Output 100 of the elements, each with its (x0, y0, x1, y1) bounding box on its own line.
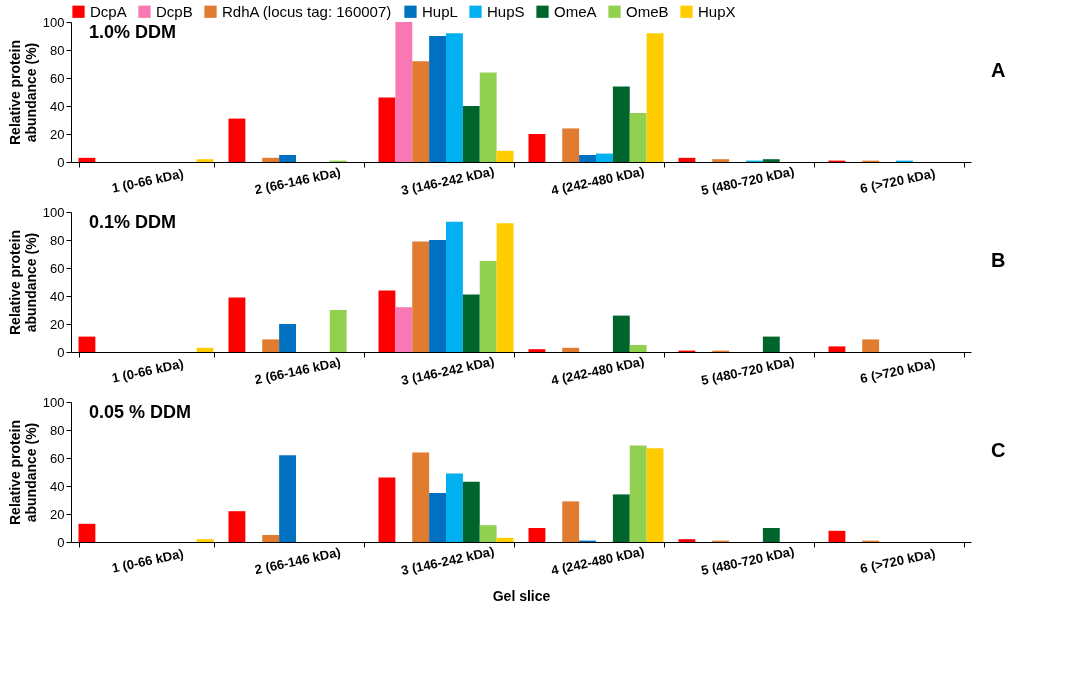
x-tick-label: 3 (146-242 kDa) (399, 163, 496, 199)
bar (496, 150, 514, 162)
bar (762, 336, 780, 352)
bar (412, 452, 430, 542)
bar (462, 294, 480, 352)
bar (762, 528, 780, 542)
bar (329, 310, 347, 352)
bar (378, 97, 396, 162)
bar (496, 223, 514, 352)
bar (479, 261, 497, 352)
bar (678, 539, 696, 542)
bar (78, 336, 96, 352)
x-tick-label: 3 (146-242 kDa) (399, 353, 496, 389)
bar (446, 473, 463, 542)
y-axis-title: Relative protein abundance (%) (6, 229, 39, 336)
bar (562, 501, 580, 542)
bar (196, 539, 214, 542)
bar (378, 477, 396, 542)
y-tick-label: 0 (57, 534, 65, 550)
y-tick-label: 0 (57, 344, 65, 360)
chart-title: 1.0% DDM (89, 22, 177, 42)
bar (596, 153, 613, 162)
bar (196, 347, 214, 352)
bar (479, 72, 497, 162)
bar (462, 106, 480, 162)
bar (228, 297, 246, 352)
bar (629, 445, 647, 542)
bar (279, 324, 296, 352)
bar (678, 157, 696, 162)
bar (228, 511, 246, 542)
chart-title: 0.1% DDM (89, 212, 177, 232)
bar (78, 157, 96, 162)
y-tick-label: 40 (50, 288, 65, 304)
y-tick-label: 100 (42, 394, 65, 410)
y-tick-label: 100 (42, 204, 65, 220)
y-tick-label: 20 (50, 506, 65, 522)
bar (378, 290, 396, 352)
bar (612, 315, 630, 352)
x-tick-label: 1 (0-66 kDa) (110, 545, 185, 576)
bar (528, 134, 546, 162)
x-tick-label: 3 (146-242 kDa) (399, 543, 496, 579)
text: C (991, 439, 1006, 461)
bar (412, 61, 430, 162)
bar (395, 22, 413, 162)
bar (262, 535, 280, 542)
legend-label: HupX (698, 2, 736, 20)
x-tick-label: 4 (242-480 kDa) (549, 543, 646, 579)
bar (528, 349, 546, 352)
y-axis-title: Relative protein abundance (%) (6, 419, 39, 526)
chart-title: 0.05 % DDM (89, 402, 192, 422)
bar (429, 493, 446, 542)
x-tick-label: 1 (0-66 kDa) (110, 355, 185, 386)
bar (629, 113, 647, 162)
y-tick-label: 80 (50, 232, 65, 248)
bar (262, 157, 280, 162)
x-axis-title: Gel slice (492, 588, 551, 605)
bar (496, 537, 514, 542)
y-tick-label: 0 (57, 154, 65, 170)
y-axis-title: Relative protein abundance (%) (6, 39, 39, 146)
bar (562, 347, 580, 352)
y-tick-label: 60 (50, 450, 65, 466)
bar (462, 481, 480, 542)
bar (862, 339, 880, 352)
y-tick-label: 40 (50, 478, 65, 494)
x-tick-label: 6 (>720 kDa) (858, 165, 937, 197)
bar (712, 159, 730, 162)
legend-label: DcpB (156, 2, 193, 20)
y-tick-label: 80 (50, 422, 65, 438)
x-tick-label: 1 (0-66 kDa) (110, 165, 185, 196)
bar (828, 346, 846, 352)
text: A (991, 59, 1006, 81)
y-tick-label: 100 (42, 14, 65, 30)
y-tick-label: 20 (50, 316, 65, 332)
legend-label: DcpA (90, 2, 127, 20)
bar (429, 240, 446, 352)
bar (395, 307, 413, 352)
legend-label: OmeA (554, 2, 597, 20)
legend-label: HupS (487, 2, 525, 20)
bar (646, 33, 664, 162)
y-tick-label: 20 (50, 126, 65, 142)
y-tick-label: 80 (50, 42, 65, 58)
bar (78, 523, 96, 542)
legend-label: HupL (422, 2, 458, 20)
x-tick-label: 5 (480-720 kDa) (699, 543, 796, 579)
y-tick-label: 40 (50, 98, 65, 114)
bar (579, 155, 596, 162)
bar (196, 159, 214, 162)
text: B (991, 249, 1006, 271)
legend-label: RdhA (locus tag: 160007) (222, 2, 392, 20)
legend-label: OmeB (626, 2, 669, 20)
x-tick-label: 5 (480-720 kDa) (699, 163, 796, 199)
bar (479, 525, 497, 542)
bar (446, 221, 463, 352)
bar (279, 155, 296, 162)
x-tick-label: 2 (66-146 kDa) (253, 544, 342, 578)
x-tick-label: 6 (>720 kDa) (858, 355, 937, 387)
bar (446, 33, 463, 162)
bar (629, 345, 647, 352)
bar (279, 455, 296, 542)
x-tick-label: 2 (66-146 kDa) (253, 354, 342, 388)
